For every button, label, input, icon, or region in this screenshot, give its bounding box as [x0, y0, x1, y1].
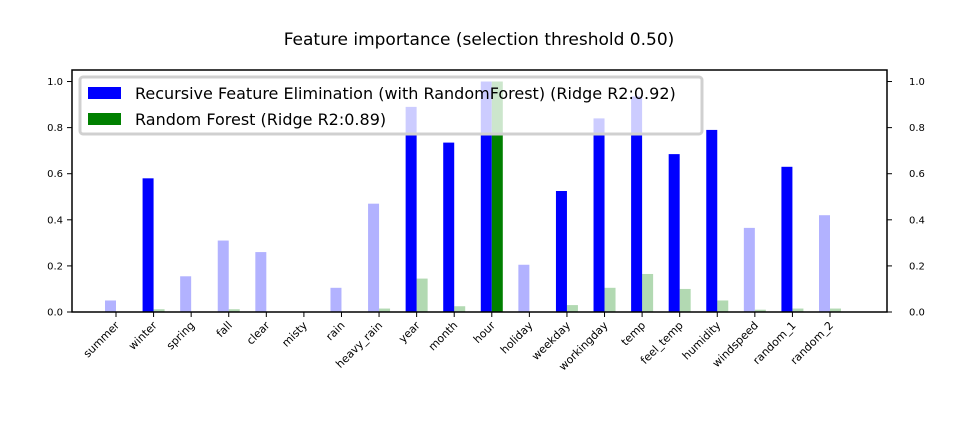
legend-swatch-rf [88, 113, 121, 125]
bar-rfe-weekday [555, 191, 567, 312]
xtick-label-holiday: holiday [498, 319, 536, 357]
xtick-label-summer: summer [81, 319, 123, 361]
ytick-left-label: 0.4 [47, 215, 63, 226]
ytick-left-label: 0.0 [47, 308, 63, 319]
bar-rfe-holiday [518, 264, 530, 312]
bars-layer [105, 81, 841, 313]
bar-rfe-month [443, 142, 455, 312]
xtick-label-temp: temp [619, 319, 649, 349]
legend: Recursive Feature Elimination (with Rand… [78, 75, 704, 136]
ytick-left-label: 0.2 [47, 261, 63, 272]
xtick-label-hour: hour [471, 319, 498, 346]
ytick-right-label: 0.6 [909, 169, 925, 180]
bar-rf-year [416, 278, 428, 312]
bar-rf-windspeed [754, 309, 766, 312]
bar-rf-temp [642, 273, 654, 312]
bar-rf-fall [228, 309, 240, 312]
plot-frame [71, 69, 888, 313]
bar-rf-weekday [566, 305, 578, 312]
xtick-label-clear: clear [244, 319, 273, 348]
legend-swatch-rfe [88, 87, 121, 99]
legend-label-rfe: Recursive Feature Elimination (with Rand… [135, 84, 676, 103]
chart-title: Feature importance (selection threshold … [284, 30, 675, 50]
bar-rfe-year [405, 106, 417, 312]
xtick-label-misty: misty [279, 319, 310, 350]
bar-rf-winter [153, 309, 165, 312]
bar-rfe-summer [105, 300, 116, 312]
bar-rfe-workingday [593, 118, 605, 313]
bar-rfe-rain [330, 287, 342, 312]
ytick-right-label: 0.4 [909, 215, 925, 226]
bar-rfe-winter [142, 178, 154, 312]
bar-rfe-humidity [706, 129, 718, 312]
bar-rf-workingday [604, 287, 616, 312]
ytick-right-label: 1.0 [909, 77, 925, 88]
bar-rf-hour [491, 81, 503, 313]
bar-rf-random_2 [830, 308, 841, 312]
ytick-left-label: 0.6 [47, 169, 63, 180]
bar-rf-feel_temp [679, 288, 691, 312]
bar-rfe-clear [255, 252, 267, 312]
bar-rf-random_1 [792, 308, 804, 312]
xtick-label-month: month [426, 319, 460, 353]
bar-rfe-temp [631, 96, 643, 312]
bar-rf-heavy_rain [379, 308, 391, 312]
xtick-label-fall: fall [214, 319, 235, 340]
bar-rfe-spring [180, 276, 192, 312]
bar-rfe-heavy_rain [368, 203, 380, 312]
bar-rf-humidity [717, 300, 729, 312]
legend-label-rf: Random Forest (Ridge R2:0.89) [135, 110, 386, 129]
bar-rfe-fall [217, 240, 229, 312]
ytick-right-label: 0.8 [909, 123, 925, 134]
xtick-label-winter: winter [126, 319, 160, 353]
ytick-right-label: 0.2 [909, 261, 925, 272]
bar-rfe-random_2 [819, 215, 830, 312]
bar-rfe-random_1 [781, 166, 793, 312]
xtick-label-rain: rain [323, 319, 347, 343]
xtick-label-year: year [396, 319, 423, 346]
ytick-left-label: 0.8 [47, 123, 63, 134]
bar-rfe-hour [480, 81, 492, 313]
ytick-left-label: 1.0 [47, 77, 63, 88]
bar-rfe-feel_temp [668, 154, 680, 312]
ytick-right-label: 0.0 [909, 308, 925, 319]
xtick-label-spring: spring [164, 319, 197, 352]
bar-rf-month [454, 306, 466, 312]
bar-rfe-windspeed [743, 227, 755, 312]
legend-box [78, 75, 704, 136]
